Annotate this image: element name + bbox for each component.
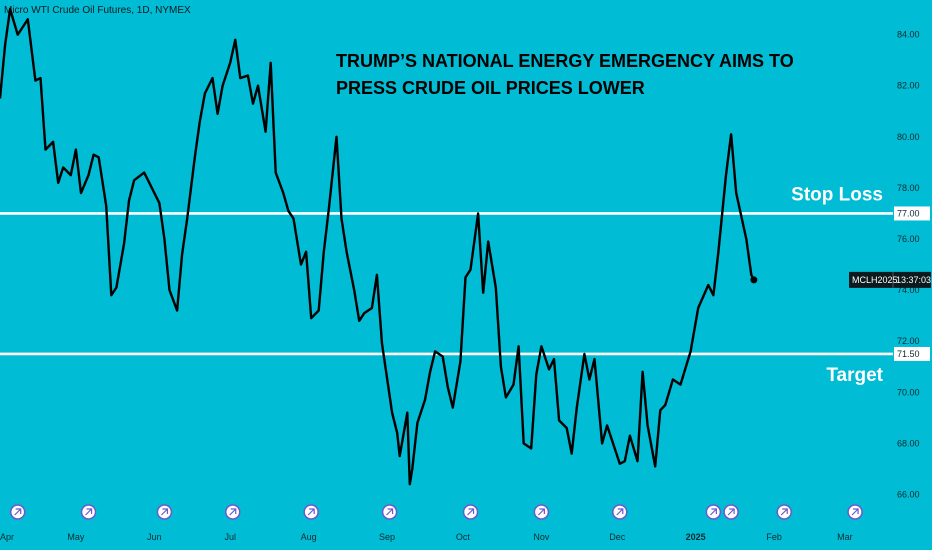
x-tick-label-3: Jul [224,532,236,542]
x-tick-label-11: Mar [837,532,853,542]
y-tick-label-9: 84.00 [897,30,920,40]
y-tick-label-0: 66.00 [897,489,920,499]
x-tick-label-0: Apr [0,532,14,542]
last-price-badge [849,271,931,288]
event-marker-arrow-8 [616,508,624,516]
event-marker-arrow-11 [780,508,788,516]
y-tick-label-4: 74.00 [897,285,920,295]
y-tick-label-3: 72.00 [897,336,920,346]
event-marker-arrow-9 [709,508,717,516]
event-markers[interactable] [9,504,863,520]
x-tick-label-7: Nov [533,532,550,542]
y-tick-label-1: 68.00 [897,438,920,448]
last-price-symbol: MCLH2025 [852,275,898,285]
y-tick-label-5: 76.00 [897,234,920,244]
last-price-countdown: 13:37:03 [896,275,931,285]
level-lines: Stop Loss Target [0,184,893,386]
price-series-line [0,7,755,486]
headline-line-1: TRUMP’S NATIONAL ENERGY EMERGENCY AIMS T… [336,51,794,71]
chart-title: Micro WTI Crude Oil Futures, 1D, NYMEX [4,5,191,16]
event-marker-arrow-4 [307,508,315,516]
event-marker-arrow-1 [85,508,93,516]
event-marker-arrow-0 [14,508,22,516]
level-price-badge-0 [894,206,930,221]
x-tick-label-5: Sep [379,532,395,542]
y-tick-label-8: 82.00 [897,81,920,91]
event-marker-arrow-5 [386,508,394,516]
event-marker-arrow-7 [537,508,545,516]
x-tick-label-4: Aug [301,532,317,542]
level-price-badge-1 [894,346,930,361]
level-label-1: Target [826,365,883,386]
x-tick-label-9: 2025 [686,532,706,542]
event-marker-arrow-6 [467,508,475,516]
x-tick-label-6: Oct [456,532,471,542]
x-tick-label-2: Jun [147,532,162,542]
y-tick-label-2: 70.00 [897,387,920,397]
last-price-dot [750,276,758,284]
x-tick-label-1: May [67,532,85,542]
level-label-0: Stop Loss [791,184,883,205]
x-tick-label-10: Feb [766,532,782,542]
event-marker-arrow-2 [161,508,169,516]
y-axis: 66.00 68.00 70.00 72.00 74.00 76.00 78.00 80.00… [897,30,920,500]
x-tick-label-8: Dec [609,532,626,542]
event-marker-arrow-3 [229,508,237,516]
event-marker-arrow-10 [727,508,735,516]
y-tick-label-6: 78.00 [897,183,920,193]
level-price-badge-text-0: 77.00 [897,208,920,218]
headline-line-2: PRESS CRUDE OIL PRICES LOWER [336,78,645,98]
event-marker-arrow-12 [851,508,859,516]
x-axis: Apr May Jun Jul Aug Sep Oct Nov Dec 2025 Feb Mar [0,532,853,542]
y-tick-label-7: 80.00 [897,132,920,142]
level-price-badge-text-1: 71.50 [897,349,920,359]
